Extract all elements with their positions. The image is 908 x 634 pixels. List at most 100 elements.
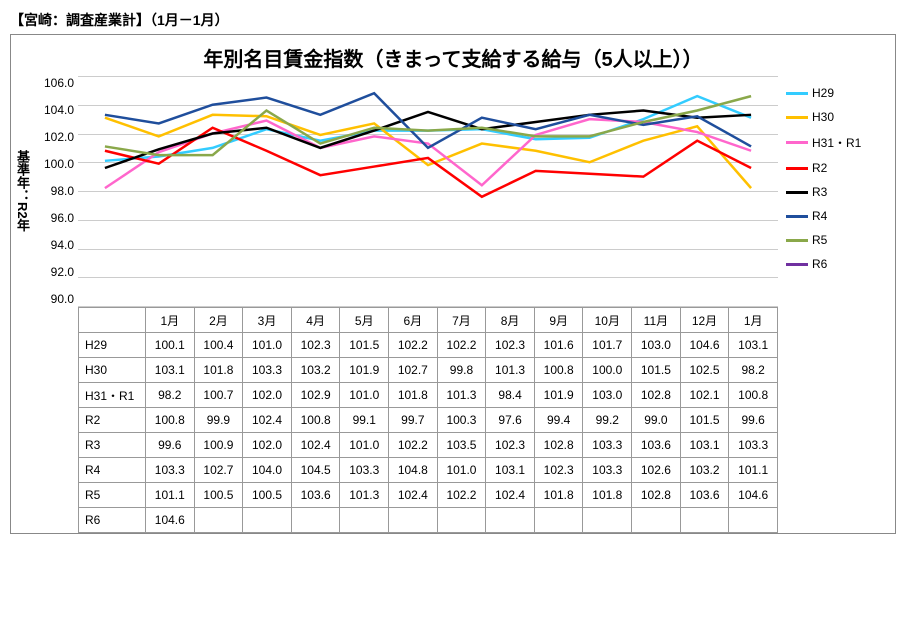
table-cell: 103.1	[680, 433, 729, 458]
table-row: H31・R198.2100.7102.0102.9101.0101.8101.3…	[79, 383, 778, 408]
table-cell: 102.3	[486, 433, 535, 458]
column-header: 9月	[534, 308, 583, 333]
column-header: 8月	[486, 308, 535, 333]
legend-item: R6	[786, 257, 876, 271]
table-cell: 103.0	[632, 333, 681, 358]
table-cell: 102.7	[389, 358, 438, 383]
table-cell: 99.0	[632, 408, 681, 433]
table-cell: 103.1	[146, 358, 195, 383]
table-cell: 101.1	[729, 458, 778, 483]
table-cell: 104.6	[146, 508, 195, 533]
page-header: 【宮崎：調査産業計】（1月－1月）	[10, 10, 898, 30]
table-cell: 103.2	[291, 358, 340, 383]
legend-swatch	[786, 116, 808, 119]
table-cell: 100.8	[146, 408, 195, 433]
table-cell	[340, 508, 389, 533]
table-cell: 100.8	[291, 408, 340, 433]
table-cell: 103.6	[680, 483, 729, 508]
table-cell: 102.4	[486, 483, 535, 508]
legend-swatch	[786, 167, 808, 170]
legend-swatch	[786, 141, 808, 144]
column-header: 3月	[243, 308, 292, 333]
column-header: 1月	[146, 308, 195, 333]
legend-label: R3	[812, 185, 827, 199]
table-row: R2100.899.9102.4100.899.199.7100.397.699…	[79, 408, 778, 433]
y-tick: 94.0	[34, 238, 74, 252]
legend-label: R2	[812, 161, 827, 175]
y-tick: 106.0	[34, 76, 74, 90]
table-cell: 102.8	[534, 433, 583, 458]
table-cell	[583, 508, 632, 533]
y-tick: 98.0	[34, 184, 74, 198]
table-row: R6104.6	[79, 508, 778, 533]
table-cell: 98.2	[146, 383, 195, 408]
table-cell: 102.6	[632, 458, 681, 483]
legend-label: R4	[812, 209, 827, 223]
table-corner	[79, 308, 146, 333]
table-cell: 104.6	[680, 333, 729, 358]
table-cell: 101.5	[340, 333, 389, 358]
table-cell	[632, 508, 681, 533]
table-cell: 101.9	[340, 358, 389, 383]
table-cell: 104.6	[729, 483, 778, 508]
table-cell: 102.0	[243, 383, 292, 408]
table-cell	[389, 508, 438, 533]
table-cell: 101.0	[437, 458, 486, 483]
plot-area	[78, 76, 778, 307]
y-tick: 92.0	[34, 265, 74, 279]
row-header: R3	[79, 433, 146, 458]
table-cell: 101.3	[437, 383, 486, 408]
row-header: R5	[79, 483, 146, 508]
table-cell: 101.0	[340, 433, 389, 458]
table-cell	[486, 508, 535, 533]
table-cell: 103.3	[340, 458, 389, 483]
row-header: R6	[79, 508, 146, 533]
table-cell: 100.1	[146, 333, 195, 358]
row-header: H29	[79, 333, 146, 358]
legend-label: H31・R1	[812, 134, 861, 151]
table-cell: 101.6	[534, 333, 583, 358]
y-axis-label: 基準年：R2年	[11, 76, 34, 306]
table-cell: 103.3	[583, 458, 632, 483]
table-cell	[534, 508, 583, 533]
legend-item: H29	[786, 86, 876, 100]
legend-item: R2	[786, 161, 876, 175]
legend-swatch	[786, 239, 808, 242]
table-cell: 103.3	[243, 358, 292, 383]
table-cell: 100.8	[534, 358, 583, 383]
column-header: 5月	[340, 308, 389, 333]
table-cell: 101.3	[486, 358, 535, 383]
column-header: 2月	[194, 308, 243, 333]
table-cell: 100.9	[194, 433, 243, 458]
data-table: 1月2月3月4月5月6月7月8月9月10月11月12月1月H29100.1100…	[78, 307, 778, 533]
table-row: R399.6100.9102.0102.4101.0102.2103.5102.…	[79, 433, 778, 458]
table-cell	[680, 508, 729, 533]
legend-swatch	[786, 191, 808, 194]
table-cell: 101.0	[340, 383, 389, 408]
y-tick: 90.0	[34, 292, 74, 306]
column-header: 1月	[729, 308, 778, 333]
table-cell: 103.1	[729, 333, 778, 358]
y-tick: 102.0	[34, 130, 74, 144]
series-line-H29	[105, 96, 751, 161]
table-cell: 102.8	[632, 483, 681, 508]
table-cell: 103.3	[146, 458, 195, 483]
table-cell: 102.2	[389, 433, 438, 458]
table-cell: 104.8	[389, 458, 438, 483]
y-tick: 96.0	[34, 211, 74, 225]
table-cell: 100.4	[194, 333, 243, 358]
table-cell: 99.7	[389, 408, 438, 433]
table-cell: 102.0	[243, 433, 292, 458]
table-cell: 102.2	[437, 333, 486, 358]
table-cell: 102.1	[680, 383, 729, 408]
table-cell: 101.8	[194, 358, 243, 383]
row-header: H31・R1	[79, 383, 146, 408]
column-header: 11月	[632, 308, 681, 333]
table-cell: 102.3	[486, 333, 535, 358]
legend-item: H30	[786, 110, 876, 124]
table-cell: 99.2	[583, 408, 632, 433]
table-cell: 103.6	[291, 483, 340, 508]
y-axis-ticks: 106.0104.0102.0100.098.096.094.092.090.0	[34, 76, 78, 306]
table-cell: 102.7	[194, 458, 243, 483]
table-cell: 101.8	[534, 483, 583, 508]
